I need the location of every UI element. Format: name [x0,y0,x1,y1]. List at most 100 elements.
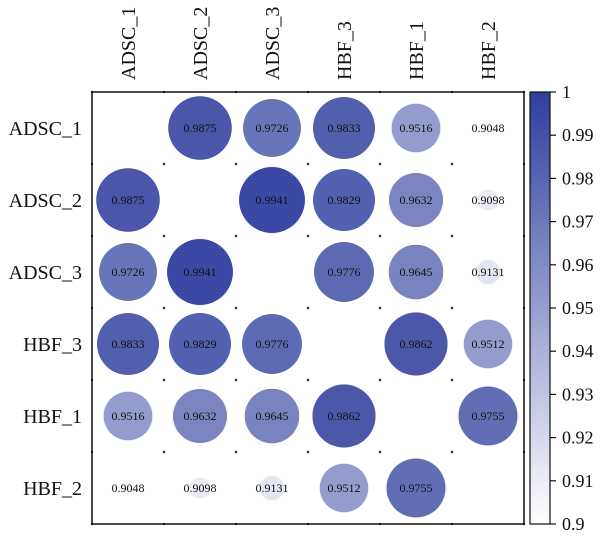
column-label: ADSC_2 [190,7,212,80]
value-label: 0.9516 [112,409,145,423]
correlation-circle [239,167,305,233]
correlation-circle [259,475,285,501]
value-label: 0.9048 [472,121,505,135]
grid-dot [450,306,454,310]
value-label: 0.9645 [256,409,289,423]
value-label: 0.9875 [184,121,217,135]
grid-dot [378,306,382,310]
value-label: 0.9645 [400,265,433,279]
correlation-circle [172,388,228,444]
grid-dot [306,162,310,166]
colorbar-tick-label: 0.96 [562,255,594,275]
correlation-circle [96,312,160,376]
grid-dot [234,234,238,238]
grid-dot [306,450,310,454]
value-label: 0.9833 [112,337,145,351]
correlation-circle [242,314,302,374]
column-label: ADSC_3 [262,7,284,80]
grid-dot [162,234,166,238]
grid-dot [162,450,166,454]
grid-dot [162,306,166,310]
value-label: 0.9862 [328,409,361,423]
grid-dots [90,90,526,526]
value-label: 0.9941 [184,265,217,279]
value-label: 0.9941 [256,193,289,207]
value-label: 0.9512 [472,337,505,351]
value-label: 0.9755 [400,481,433,495]
value-label: 0.9833 [328,121,361,135]
row-label: ADSC_1 [9,118,82,140]
colorbar-tick-label: 0.91 [562,471,594,491]
colorbar-tick-label: 0.97 [562,212,594,232]
correlation-circle [475,259,501,285]
value-label: 0.9098 [184,481,217,495]
colorbar-tick-label: 0.92 [562,428,594,448]
value-label: 0.9875 [112,193,145,207]
row-label: ADSC_3 [9,262,82,284]
value-label: 0.9726 [256,121,289,135]
grid-dot [450,234,454,238]
grid-dot [234,162,238,166]
colorbar-tick-label: 0.98 [562,168,594,188]
correlation-circle [391,103,441,153]
column-label: HBF_1 [406,21,428,80]
grid-dot [450,378,454,382]
colorbar-tick-label: 0.94 [562,341,594,361]
plot-frame [91,91,525,525]
correlation-circle [388,244,444,300]
grid-dot [306,378,310,382]
row-label: HBF_1 [23,406,82,428]
grid-dot [450,450,454,454]
correlation-circle [386,458,446,518]
value-label: 0.9512 [328,481,361,495]
column-labels: ADSC_1 ADSC_2 ADSC_3 HBF_3 HBF_1 HBF_2 [118,7,500,80]
grid-dot [378,450,382,454]
correlation-circle [463,319,513,369]
grid-dot [378,162,382,166]
value-label: 0.9829 [184,337,217,351]
colorbar: 1 0.99 0.98 0.97 0.96 0.95 0.94 0.93 0.92 0.91 0.9 [529,82,594,534]
correlation-circle [169,313,231,375]
colorbar-tick-label: 0.93 [562,384,594,404]
correlation-circle [244,388,300,444]
grid-dot [306,306,310,310]
correlation-circle [313,169,375,231]
grid-dot [306,234,310,238]
correlation-circle [243,99,301,157]
correlation-circle [384,312,448,376]
correlation-circle [458,386,518,446]
correlation-circle [96,168,160,232]
colorbar-tick-label: 0.99 [562,125,594,145]
row-label: HBF_3 [23,334,82,356]
value-label: 0.9862 [400,337,433,351]
colorbar-tick-label: 0.95 [562,298,594,318]
row-labels: ADSC_1 ADSC_2 ADSC_3 HBF_3 HBF_1 HBF_2 [9,118,82,500]
value-label: 0.9726 [112,265,145,279]
grid-dot [378,234,382,238]
colorbar-tick-label: 0.9 [562,514,585,534]
correlation-circle [103,391,153,441]
value-label: 0.9048 [112,481,145,495]
column-label: HBF_3 [334,21,356,80]
correlation-circle [120,480,136,496]
value-label: 0.9131 [472,265,505,279]
correlation-circle [167,239,233,305]
correlation-circle [312,96,376,160]
correlation-circle [99,243,157,301]
column-label: HBF_2 [478,21,500,80]
grid-dot [450,162,454,166]
grid-dot [162,162,166,166]
value-label: 0.9098 [472,193,505,207]
colorbar-gradient [529,91,551,525]
correlation-circle [314,242,374,302]
colorbar-tick-label: 1 [562,82,571,102]
grid-dot [234,306,238,310]
value-label: 0.9776 [328,265,361,279]
correlation-circle [477,189,499,211]
value-label: 0.9755 [472,409,505,423]
grid-dot [378,378,382,382]
correlation-circle [312,384,376,448]
matrix-cells: 0.9875 0.9726 0.9833 0.9516 0.9048 0.9875 0.99… [96,96,518,518]
grid-dot [234,450,238,454]
